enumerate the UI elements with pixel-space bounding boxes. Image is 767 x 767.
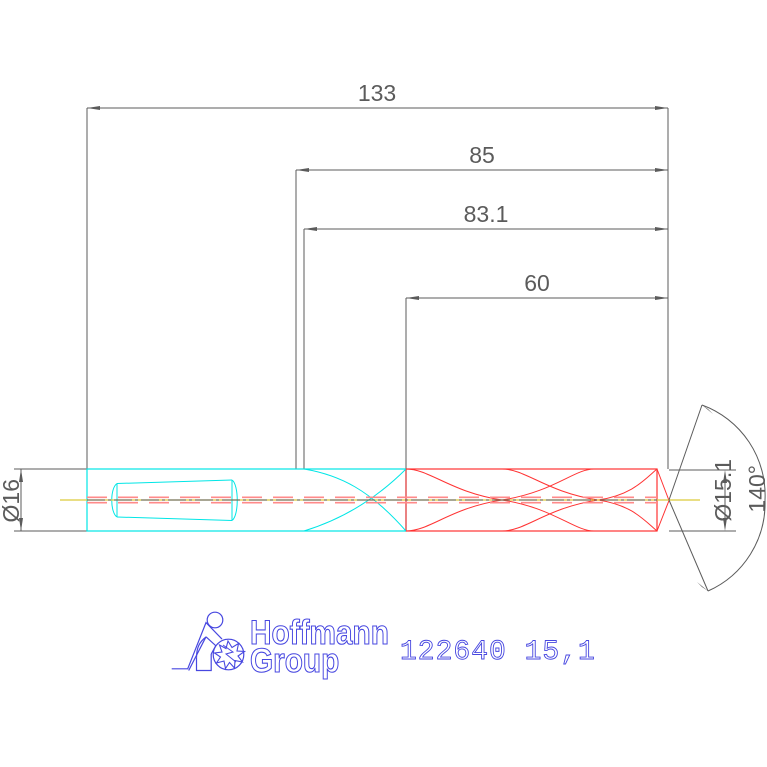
svg-text:133: 133 [358, 80, 396, 106]
svg-text:85: 85 [469, 142, 495, 168]
svg-text:60: 60 [524, 270, 550, 296]
svg-text:83.1: 83.1 [464, 201, 509, 227]
svg-text:Group: Group [250, 641, 339, 679]
svg-text:122640 15,1: 122640 15,1 [400, 637, 596, 668]
